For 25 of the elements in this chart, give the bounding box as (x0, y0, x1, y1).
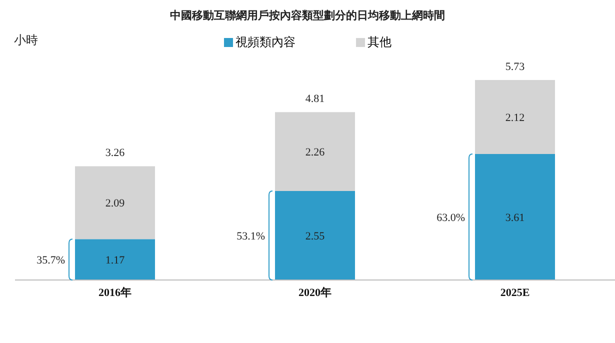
bar (75, 239, 155, 280)
data-label: 2.55 (305, 230, 326, 242)
bar (475, 154, 555, 280)
bar (475, 80, 555, 154)
x-tick-label: 2025E (500, 286, 530, 299)
data-label: 1.17 (105, 254, 126, 266)
chart-title: 中國移動互聯網用戶按內容類型劃分的日均移動上網時間 (169, 8, 446, 23)
annotation: 35.7% (36, 254, 65, 267)
total-label: 3.26 (105, 147, 126, 160)
x-tick-label: 2020年 (298, 286, 332, 299)
annotation: 53.1% (236, 230, 265, 242)
data-label: 2.26 (305, 146, 326, 158)
total-label: 4.81 (305, 93, 325, 106)
total-label: 5.73 (505, 61, 526, 73)
bar (75, 166, 155, 240)
data-label: 3.61 (505, 212, 525, 224)
legend-label: 視頻類內容 (234, 34, 296, 51)
annotation: 63.0% (436, 212, 465, 224)
bar (275, 112, 355, 191)
bar (275, 190, 355, 280)
legend-label: 其他 (366, 34, 392, 51)
data-label: 2.12 (505, 112, 525, 124)
y-axis-title: 小時 (14, 32, 38, 49)
x-tick-label: 2016年 (98, 286, 132, 299)
data-label: 2.09 (105, 198, 126, 210)
